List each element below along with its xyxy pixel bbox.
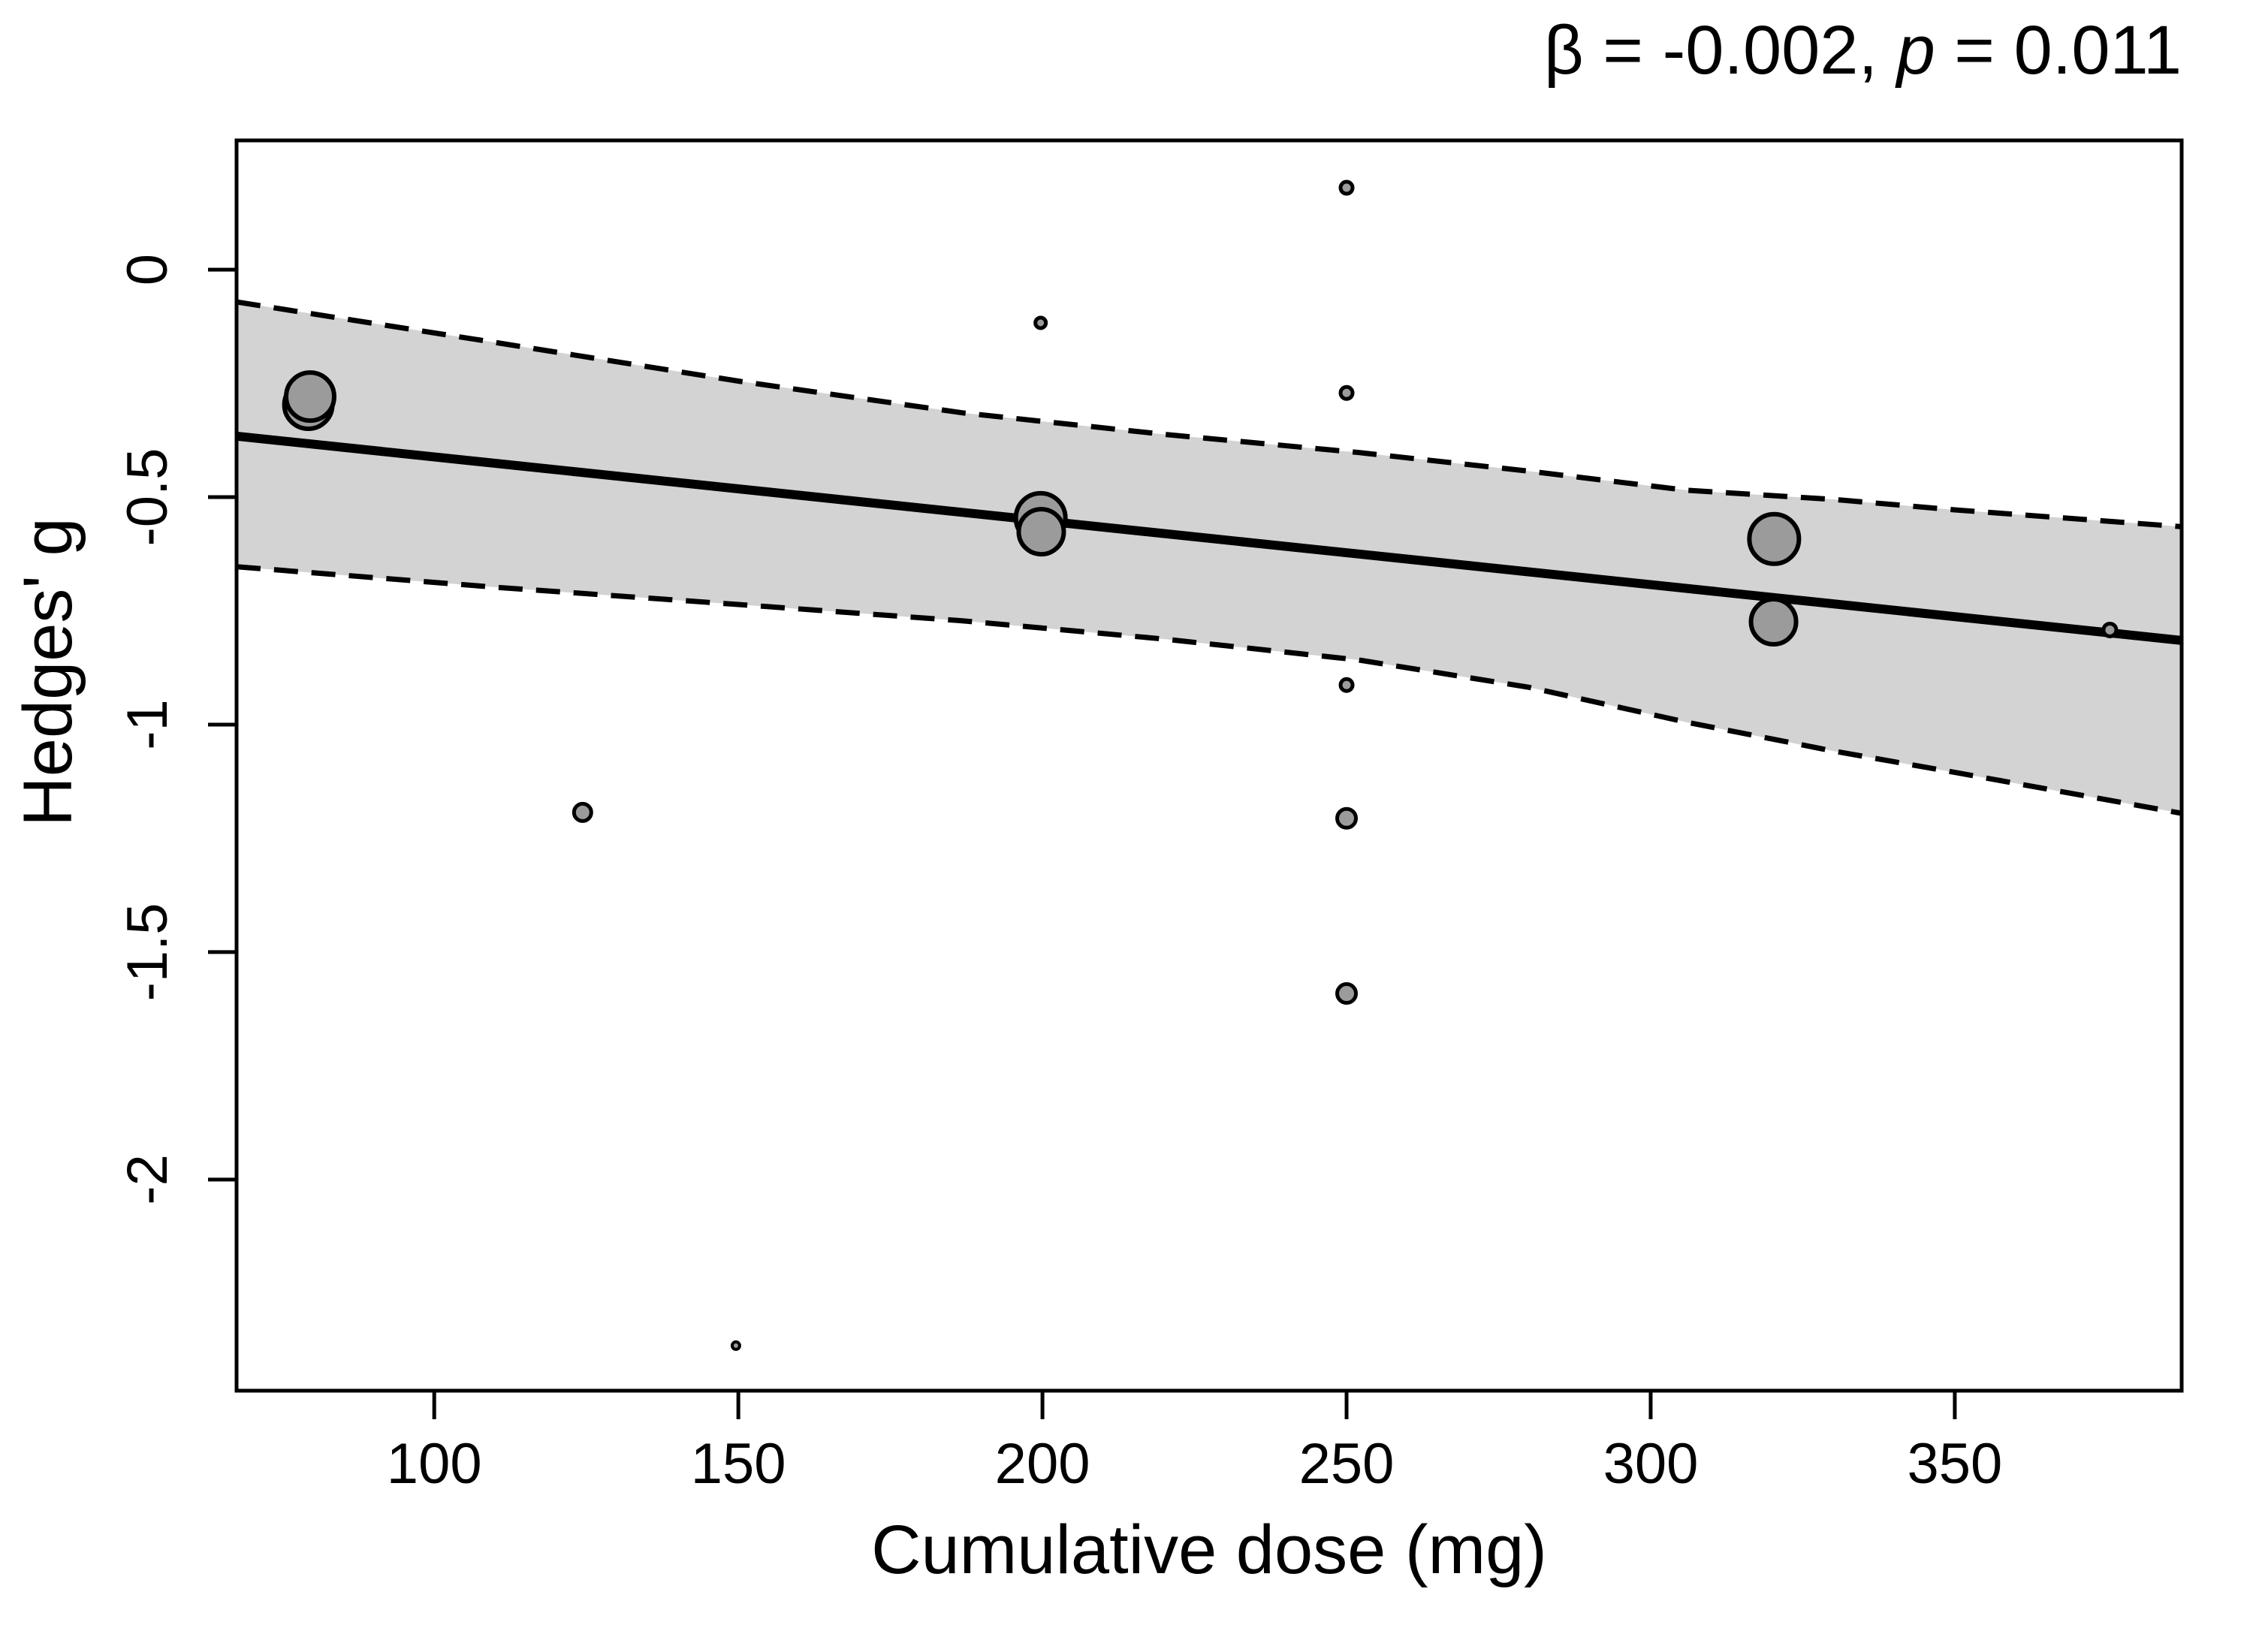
confidence-band — [237, 302, 2182, 814]
study-bubble — [1335, 806, 1359, 830]
regression-line — [237, 431, 2182, 645]
y-axis-tick-label: 0 — [116, 254, 179, 285]
study-bubble — [1747, 511, 1802, 566]
y-axis-tick-label: -1 — [116, 699, 179, 750]
x-axis-tick-label: 200 — [995, 1432, 1090, 1496]
p-symbol-text: p — [1895, 12, 1935, 89]
study-bubble — [1338, 179, 1355, 196]
study-bubble — [1016, 507, 1066, 557]
study-bubble — [1338, 384, 1355, 401]
y-axis-tick-label: -1.5 — [116, 903, 179, 1001]
study-bubble — [1748, 597, 1799, 647]
regression-stats-annotation: β = -0.002, p = 0.011 — [1544, 12, 2182, 89]
y-axis-tick-label: -0.5 — [116, 448, 179, 547]
study-bubble — [283, 370, 336, 424]
study-bubble — [2101, 621, 2119, 638]
x-axis-tick-label: 300 — [1603, 1432, 1699, 1496]
y-axis-title: Hedges' g — [10, 517, 86, 826]
plot-frame — [234, 138, 2184, 1393]
beta-coefficient-text: β = -0.002, — [1544, 12, 1897, 89]
confidence-band-lower-dashed-line — [237, 564, 2182, 816]
study-bubble — [1033, 315, 1048, 330]
study-bubble — [730, 1340, 741, 1352]
study-bubble — [1338, 677, 1355, 693]
x-axis-tick-label: 150 — [691, 1432, 786, 1496]
study-bubble — [572, 801, 593, 823]
y-axis-tick-label: -2 — [116, 1154, 179, 1205]
x-axis-tick-label: 250 — [1299, 1432, 1395, 1496]
x-axis-title: Cumulative dose (mg) — [871, 1512, 1547, 1588]
confidence-band-upper-dashed-line — [237, 299, 2182, 529]
study-bubble — [1335, 982, 1359, 1005]
x-axis-tick-label: 350 — [1908, 1432, 2003, 1496]
p-value-text: = 0.011 — [1935, 12, 2182, 89]
x-axis-tick-label: 100 — [387, 1432, 482, 1496]
